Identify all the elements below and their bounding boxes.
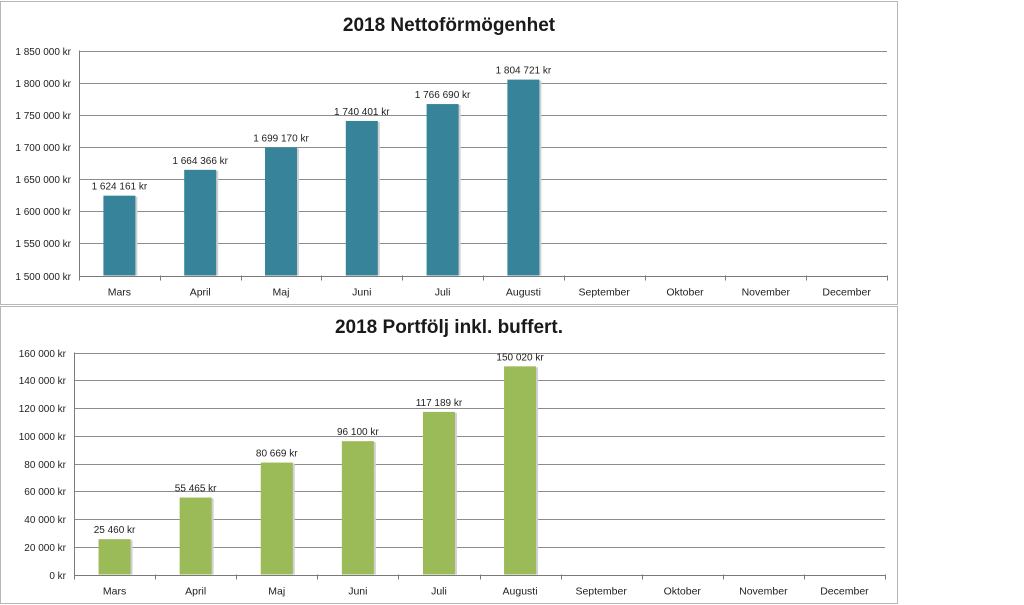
x-tick-label: Augusti <box>506 287 541 299</box>
x-tick-label: December <box>820 586 869 598</box>
chart-title: 2018 Nettoförmögenhet <box>343 15 556 36</box>
bar <box>260 462 293 575</box>
data-label: 25 460 kr <box>94 525 136 536</box>
data-label: 1 664 366 kr <box>172 156 228 167</box>
bar <box>504 366 537 575</box>
portfolio-chart: 2018 Portfölj inkl. buffert. 0 kr 20 000 … <box>19 317 886 598</box>
bar <box>103 195 136 276</box>
x-tick-label: April <box>190 287 211 299</box>
data-label: 96 100 kr <box>337 427 379 438</box>
x-tick-label: December <box>822 287 871 299</box>
data-label: 80 669 kr <box>256 449 298 460</box>
bar <box>265 147 297 276</box>
x-tick-label: Maj <box>273 287 290 299</box>
bar <box>341 441 374 575</box>
bar <box>507 79 540 276</box>
y-tick-label: 1 550 000 kr <box>15 239 71 250</box>
bar <box>426 104 459 276</box>
net-worth-chart-panel: 2018 Nettoförmögenhet 1 500 000 kr 1 550 … <box>0 1 898 305</box>
y-tick-label: 0 kr <box>49 571 66 582</box>
data-label: 55 465 kr <box>175 484 217 495</box>
y-tick-label: 1 800 000 kr <box>15 79 71 90</box>
y-tick-label: 1 850 000 kr <box>15 47 71 58</box>
y-tick-label: 100 000 kr <box>19 432 67 443</box>
x-tick-label: Mars <box>103 586 126 598</box>
y-tick-label: 1 750 000 kr <box>15 111 71 122</box>
data-label: 150 020 kr <box>496 352 544 363</box>
x-tick-label: Augusti <box>503 586 538 598</box>
x-tick-label: November <box>742 287 791 299</box>
y-tick-label: 1 600 000 kr <box>15 207 71 218</box>
data-label: 1 699 170 kr <box>253 133 309 144</box>
x-tick-label: Juni <box>352 287 371 299</box>
y-tick-label: 120 000 kr <box>19 404 67 415</box>
portfolio-chart-panel: 2018 Portfölj inkl. buffert. 0 kr 20 000 … <box>0 306 898 604</box>
x-tick-label: Juli <box>431 586 447 598</box>
x-tick-label: Juli <box>435 287 451 299</box>
data-label: 117 189 kr <box>416 398 463 409</box>
data-label: 1 740 401 kr <box>334 107 390 118</box>
y-tick-label: 1 500 000 kr <box>15 272 71 283</box>
net-worth-chart: 2018 Nettoförmögenhet 1 500 000 kr 1 550 … <box>15 15 888 299</box>
data-label: 1 766 690 kr <box>415 90 471 101</box>
y-tick-label: 1 700 000 kr <box>15 143 71 154</box>
y-tick-label: 20 000 kr <box>24 543 66 554</box>
y-tick-label: 40 000 kr <box>24 515 66 526</box>
data-label: 1 804 721 kr <box>496 66 552 77</box>
bar <box>422 411 455 575</box>
y-tick-label: 80 000 kr <box>24 460 66 471</box>
x-tick-label: April <box>185 586 206 598</box>
bar <box>179 497 212 575</box>
y-tick-label: 1 650 000 kr <box>15 175 71 186</box>
bar <box>184 169 217 276</box>
x-tick-label: Mars <box>108 287 131 299</box>
y-tick-label: 140 000 kr <box>19 376 67 387</box>
x-tick-label: Juni <box>348 586 367 598</box>
bar <box>98 539 131 575</box>
bar <box>345 120 378 276</box>
y-tick-label: 60 000 kr <box>24 487 66 498</box>
x-tick-label: Oktober <box>666 287 704 299</box>
x-tick-label: Oktober <box>664 586 702 598</box>
data-label: 1 624 161 kr <box>92 182 148 193</box>
x-tick-label: Maj <box>268 586 285 598</box>
y-tick-label: 160 000 kr <box>19 349 67 360</box>
x-tick-label: September <box>579 287 631 299</box>
x-tick-label: November <box>739 586 788 598</box>
x-tick-label: September <box>575 586 627 598</box>
chart-title: 2018 Portfölj inkl. buffert. <box>335 317 563 338</box>
